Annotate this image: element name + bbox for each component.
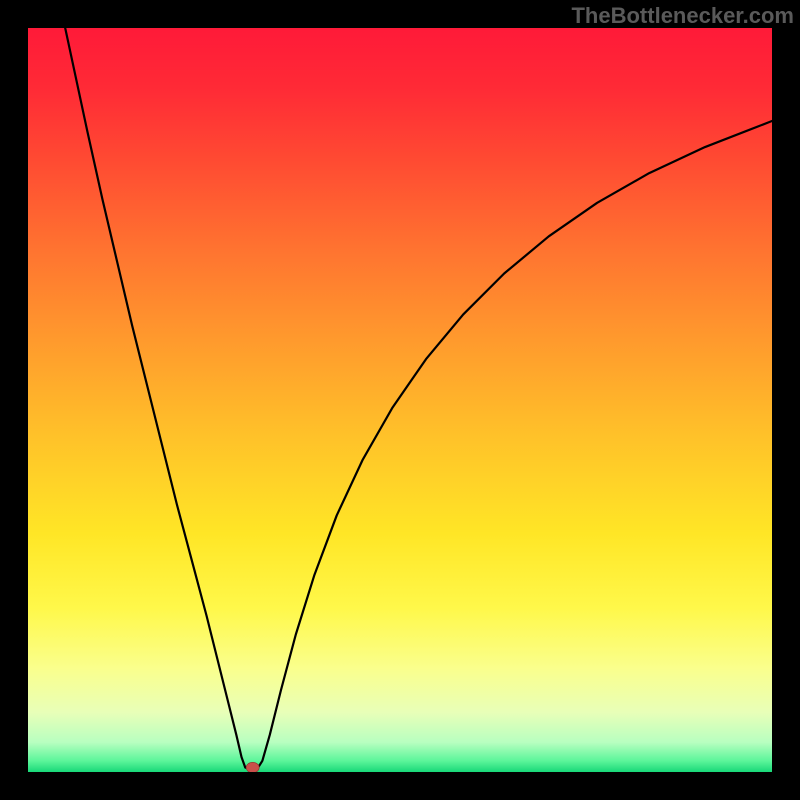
chart-frame: TheBottlenecker.com [0,0,800,800]
valley-marker [246,762,259,772]
watermark-text: TheBottlenecker.com [571,3,794,29]
chart-curve-layer [0,0,800,800]
bottleneck-curve [65,28,772,769]
